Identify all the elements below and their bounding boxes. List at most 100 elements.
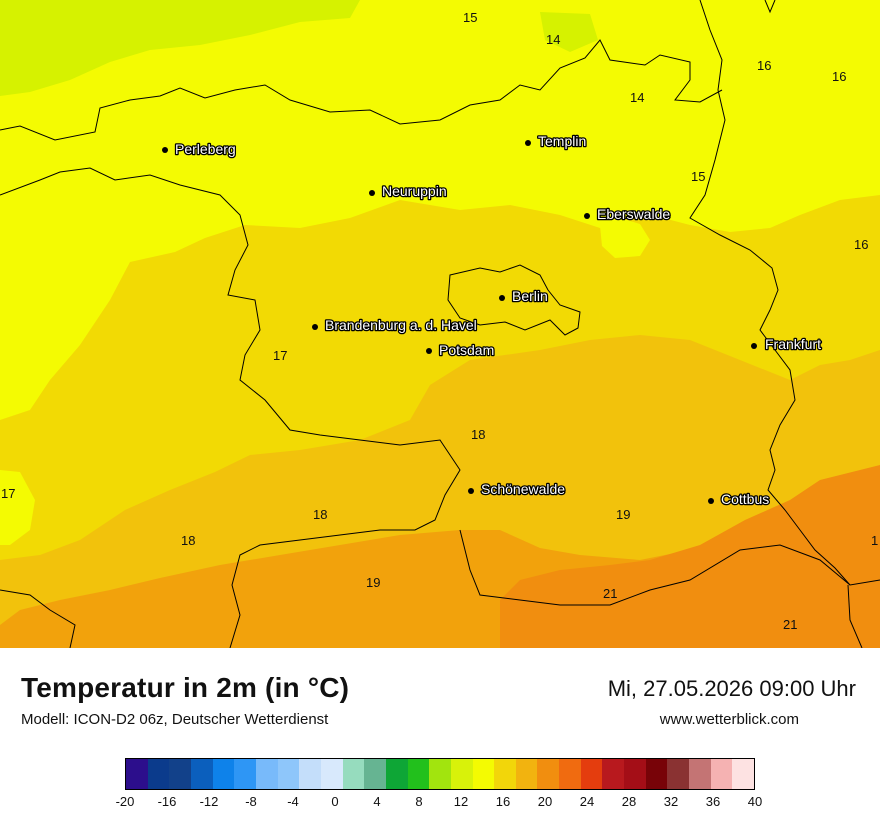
colorbar-segment xyxy=(299,759,321,789)
website-link[interactable]: www.wetterblick.com xyxy=(659,711,799,728)
city-label: Perleberg xyxy=(175,141,236,157)
city-label: Schönewalde xyxy=(481,481,565,497)
city-label: Cottbus xyxy=(721,491,769,507)
border-saxony xyxy=(459,529,880,606)
colorbar-segment xyxy=(190,759,213,789)
city-schoenewalde[interactable]: Schönewalde xyxy=(468,480,567,498)
administrative-borders xyxy=(0,0,880,648)
temp-label: 16 xyxy=(621,207,635,222)
city-brandenburg[interactable]: Brandenburg a. d. Havel xyxy=(312,316,478,334)
colorbar-segment xyxy=(169,759,191,789)
temperature-labels: 15 14 14 16 16 15 16 16 17 18 17 18 18 1… xyxy=(1,10,878,632)
colorbar-tick-label: 12 xyxy=(453,794,469,809)
colorbar-segment xyxy=(407,759,430,789)
city-templin[interactable]: Templin xyxy=(525,132,588,150)
city-label: Neuruppin xyxy=(382,183,447,199)
border-west-left xyxy=(0,589,76,648)
border-berlin xyxy=(447,264,581,336)
temp-label: 18 xyxy=(313,507,327,522)
colorbar-segment xyxy=(667,759,690,789)
city-dot xyxy=(426,348,432,354)
colorbar-segment xyxy=(385,759,408,789)
temp-label: 15 xyxy=(691,169,705,184)
colorbar-segment xyxy=(732,759,755,789)
colorbar-tick-label: 0 xyxy=(331,794,339,809)
city-dot xyxy=(162,147,168,153)
temp-label: 19 xyxy=(616,507,630,522)
city-label: Templin xyxy=(538,133,586,149)
temp-field-yellow-patch xyxy=(600,218,650,258)
colorbar-tick-label: 24 xyxy=(579,794,595,809)
colorbar-segment xyxy=(645,759,668,789)
colorbar-tick-label: 28 xyxy=(621,794,637,809)
city-dot xyxy=(499,295,505,301)
colorbar-tick-label: -8 xyxy=(245,794,257,809)
colorbar-segment xyxy=(710,759,733,789)
colorbar-segment xyxy=(559,759,581,789)
colorbar-tick-label: 32 xyxy=(663,794,679,809)
colorbar-ticks: -20 -16 -12 -8 -4 0 4 8 12 16 20 24 28 32 36 40 xyxy=(116,794,763,814)
colorbar-segment xyxy=(342,759,365,789)
city-eberswalde[interactable]: Eberswalde xyxy=(584,205,672,223)
colorbar-segment xyxy=(472,759,495,789)
city-neuruppin[interactable]: Neuruppin xyxy=(369,182,448,200)
city-dot xyxy=(584,213,590,219)
colorbar-tick-label: 8 xyxy=(415,794,423,809)
temp-label: 1 xyxy=(871,533,878,548)
colorbar-segment xyxy=(126,759,148,789)
map-title: Temperatur in 2m (in °C) xyxy=(21,672,350,703)
colorbar-segment xyxy=(450,759,473,789)
city-label: Brandenburg a. d. Havel xyxy=(325,317,477,333)
city-label: Berlin xyxy=(512,288,548,304)
border-north-east xyxy=(764,0,776,14)
temp-field-yellow-left xyxy=(0,470,35,545)
colorbar-tick-label: 36 xyxy=(705,794,721,809)
city-dot xyxy=(525,140,531,146)
colorbar-tick-label: 40 xyxy=(747,794,763,809)
model-info: Modell: ICON-D2 06z, Deutscher Wetterdie… xyxy=(21,711,329,728)
temp-field-green-yellow-2 xyxy=(540,12,598,52)
city-dot xyxy=(708,498,714,504)
colorbar-segment xyxy=(147,759,170,789)
city-berlin[interactable]: Berlin xyxy=(499,287,549,305)
temp-label: 21 xyxy=(603,586,617,601)
colorbar-tick-label: 16 xyxy=(495,794,511,809)
temp-label: 21 xyxy=(783,617,797,632)
temp-label: 15 xyxy=(463,10,477,25)
temp-label: 16 xyxy=(832,69,846,84)
colorbar-tick-label: -4 xyxy=(287,794,299,809)
colorbar-tick-label: 4 xyxy=(373,794,381,809)
city-label: Eberswalde xyxy=(597,206,670,222)
city-dot xyxy=(312,324,318,330)
border-south-east xyxy=(847,584,863,648)
border-north-mecklenburg xyxy=(0,39,723,141)
colorbar-segment xyxy=(624,759,646,789)
colorbar-segment xyxy=(212,759,235,789)
city-cottbus[interactable]: Cottbus xyxy=(708,490,771,508)
colorbar-segment xyxy=(429,759,451,789)
city-frankfurt[interactable]: Frankfurt xyxy=(751,335,822,353)
temp-label: 17 xyxy=(273,348,287,363)
temperature-map[interactable]: 15 14 14 16 16 15 16 16 17 18 17 18 18 1… xyxy=(0,0,880,648)
city-dot xyxy=(751,343,757,349)
colorbar-segment xyxy=(602,759,625,789)
colorbar-tick-label: -12 xyxy=(199,794,219,809)
colorbar-segment xyxy=(364,759,386,789)
city-dot xyxy=(468,488,474,494)
colorbar-segment xyxy=(255,759,278,789)
colorbar-segment xyxy=(515,759,538,789)
map-footer: Temperatur in 2m (in °C) Modell: ICON-D2… xyxy=(0,648,880,830)
temp-label: 16 xyxy=(757,58,771,73)
border-poland xyxy=(689,0,851,586)
city-label: Frankfurt xyxy=(765,336,821,352)
colorbar-segment xyxy=(234,759,256,789)
temp-label: 17 xyxy=(1,486,15,501)
city-potsdam[interactable]: Potsdam xyxy=(426,341,496,359)
colorbar-segment xyxy=(494,759,516,789)
city-perleberg[interactable]: Perleberg xyxy=(162,140,237,158)
temp-label: 19 xyxy=(366,575,380,590)
border-west-saxony-anhalt xyxy=(0,167,461,648)
colorbar-tick-label: -20 xyxy=(115,794,135,809)
colorbar-segment xyxy=(580,759,603,789)
temp-label: 14 xyxy=(546,32,560,47)
